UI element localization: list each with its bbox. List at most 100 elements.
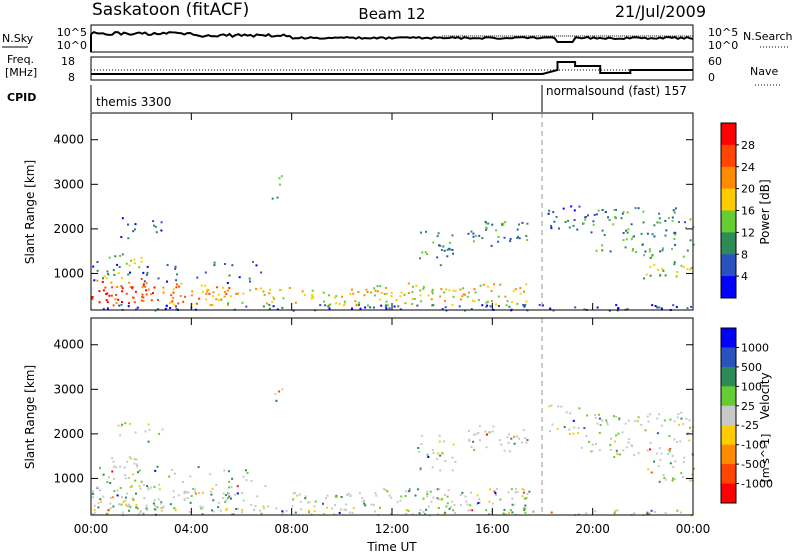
echo-cell — [601, 249, 604, 252]
echo-cell — [493, 490, 496, 493]
echo-cell — [411, 513, 414, 516]
echo-cell — [691, 473, 694, 476]
echo-cell — [605, 211, 607, 213]
echo-cell — [121, 217, 124, 220]
echo-cell — [671, 479, 674, 482]
echo-cell — [307, 501, 310, 504]
colorbar-tick-label: 8 — [741, 248, 748, 261]
colorbar-swatch — [721, 166, 736, 190]
echo-cell — [299, 500, 302, 503]
echo-cell — [449, 241, 451, 244]
echo-cell — [689, 479, 692, 482]
y-tick-label: 1000 — [53, 471, 84, 485]
echo-cell — [142, 271, 145, 274]
echo-cell — [622, 239, 625, 242]
echo-cell — [472, 299, 474, 302]
echo-cell — [569, 433, 571, 435]
echo-cell — [116, 489, 119, 492]
echo-cell — [594, 510, 597, 513]
echo-cell — [474, 291, 477, 294]
echo-cell — [499, 498, 502, 501]
echo-cell — [673, 237, 676, 240]
echo-cell — [153, 508, 156, 511]
echo-cell — [136, 507, 139, 510]
echo-cell — [626, 211, 629, 214]
echo-cell — [199, 505, 202, 508]
echo-cell — [470, 446, 473, 448]
echo-cell — [585, 434, 588, 437]
echo-cell — [422, 287, 425, 290]
echo-cell — [448, 507, 451, 510]
echo-cell — [216, 286, 219, 289]
echo-cell — [262, 305, 265, 308]
echo-cell — [631, 235, 634, 238]
nave-label: Nave — [750, 65, 778, 78]
echo-cell — [242, 499, 245, 502]
echo-cell — [468, 429, 470, 432]
echo-cell — [524, 511, 527, 514]
echo-cell — [154, 225, 157, 228]
echo-cell — [426, 490, 429, 493]
echo-cell — [156, 465, 159, 468]
echo-cell — [400, 495, 403, 498]
echo-cell — [464, 495, 467, 498]
echo-cell — [692, 467, 695, 470]
echo-cell — [664, 234, 667, 237]
echo-cell — [140, 260, 143, 263]
echo-cell — [124, 477, 127, 480]
echo-cell — [646, 449, 649, 452]
echo-cell — [103, 275, 106, 278]
echo-cell — [517, 235, 519, 238]
echo-cell — [682, 461, 685, 464]
echo-cell — [552, 211, 555, 214]
echo-cell — [491, 502, 494, 505]
echo-cell — [281, 510, 284, 513]
echo-cell — [507, 491, 510, 494]
echo-cell — [682, 266, 685, 268]
echo-cell — [454, 290, 457, 293]
echo-cell — [439, 469, 442, 472]
echo-cell — [383, 487, 385, 490]
echo-cell — [496, 488, 498, 490]
echo-cell — [333, 296, 336, 299]
echo-cell — [484, 220, 487, 223]
echo-cell — [667, 453, 669, 455]
echo-cell — [292, 492, 295, 495]
y-tick-label: 2000 — [53, 222, 84, 236]
velocity-data — [91, 388, 695, 517]
echo-cell — [673, 263, 676, 266]
echo-cell — [215, 298, 218, 301]
echo-cell — [509, 509, 512, 512]
echo-cell — [524, 507, 527, 510]
echo-cell — [547, 212, 550, 215]
echo-cell — [102, 473, 105, 476]
echo-cell — [622, 449, 625, 452]
echo-cell — [418, 451, 421, 453]
echo-cell — [120, 424, 123, 427]
echo-cell — [598, 431, 601, 434]
echo-cell — [399, 308, 402, 311]
echo-cell — [659, 458, 662, 461]
echo-cell — [682, 423, 685, 426]
echo-cell — [105, 293, 108, 295]
echo-cell — [500, 443, 503, 446]
echo-cell — [133, 462, 136, 465]
echo-cell — [326, 494, 329, 497]
echo-cell — [390, 292, 393, 294]
echo-cell — [671, 454, 674, 457]
echo-cell — [260, 271, 263, 274]
echo-cell — [458, 305, 461, 308]
echo-cell — [128, 281, 131, 284]
freq-label-2: [MHz] — [5, 66, 37, 79]
echo-cell — [361, 497, 364, 500]
echo-cell — [275, 507, 278, 510]
echo-cell — [625, 238, 628, 241]
echo-cell — [644, 429, 647, 432]
echo-cell — [502, 222, 505, 225]
echo-cell — [303, 293, 306, 296]
echo-cell — [126, 492, 129, 495]
echo-cell — [130, 259, 133, 262]
echo-cell — [411, 298, 414, 301]
beam-title: Beam 12 — [358, 5, 425, 23]
echo-cell — [141, 286, 144, 289]
